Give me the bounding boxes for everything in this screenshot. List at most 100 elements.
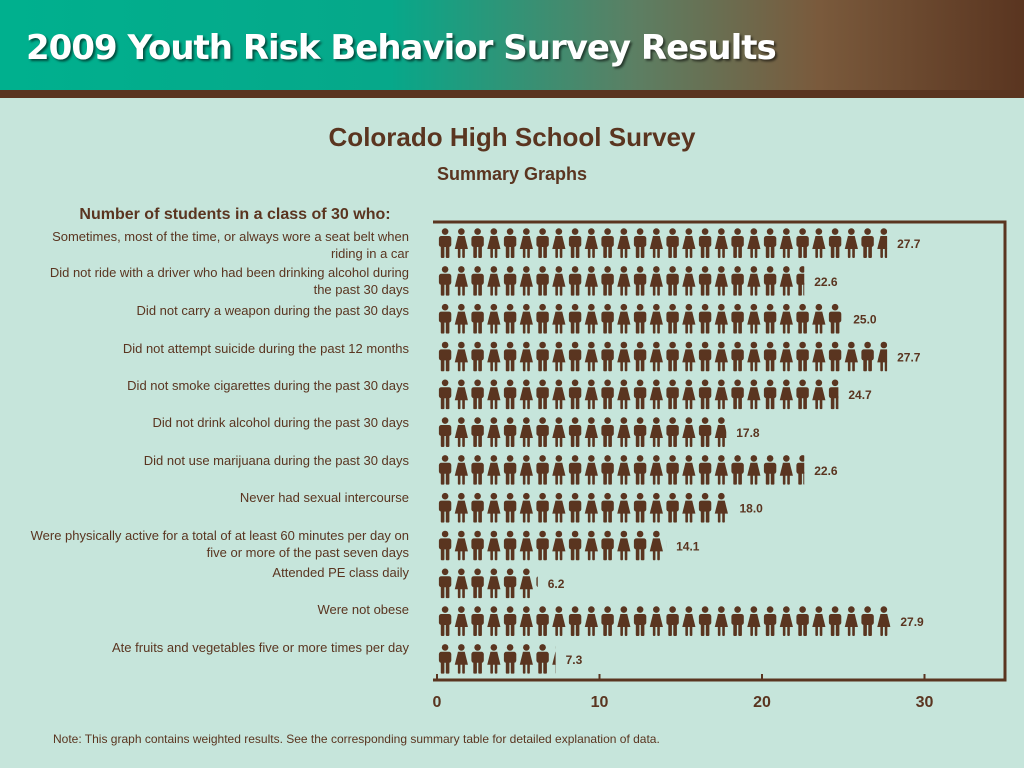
person-icon	[796, 303, 809, 334]
person-icon	[519, 379, 533, 410]
person-icon	[568, 492, 582, 523]
value-label: 22.6	[814, 464, 838, 478]
person-icon	[568, 606, 582, 636]
person-icon	[471, 266, 484, 296]
person-icon	[584, 379, 598, 410]
person-icon	[633, 417, 647, 447]
person-icon	[584, 266, 598, 296]
person-icon	[649, 341, 663, 372]
row-label-physically-active: Were physically active for a total of at…	[30, 528, 409, 560]
value-label: 14.1	[676, 539, 700, 553]
person-icon	[649, 228, 663, 258]
person-icon	[503, 644, 517, 674]
person-icon	[812, 228, 826, 258]
value-label: 27.7	[897, 350, 921, 364]
person-icon	[682, 266, 696, 296]
bar-row	[438, 530, 663, 561]
person-icon	[779, 379, 793, 410]
x-tick-label: 30	[916, 694, 934, 711]
person-icon	[747, 455, 761, 485]
person-icon	[568, 341, 582, 372]
person-icon	[714, 492, 728, 523]
person-icon	[519, 417, 533, 447]
person-icon	[552, 417, 566, 447]
person-icon	[536, 228, 549, 258]
person-icon	[568, 417, 582, 447]
person-icon	[731, 266, 744, 296]
person-icon	[779, 228, 793, 258]
bar-row	[438, 379, 839, 410]
person-icon	[568, 303, 582, 334]
person-icon	[519, 303, 533, 334]
person-icon	[438, 417, 452, 447]
person-icon	[584, 303, 598, 334]
person-icon	[519, 228, 533, 258]
person-icon	[438, 606, 452, 636]
person-icon	[698, 379, 712, 410]
person-icon	[714, 455, 728, 485]
person-icon	[698, 228, 712, 258]
person-icon	[584, 417, 598, 447]
person-icon	[487, 228, 501, 258]
bar-row	[438, 341, 888, 372]
title-banner: 2009 Youth Risk Behavior Survey Results	[0, 0, 1024, 90]
bar-row	[438, 303, 842, 334]
person-icon	[601, 379, 614, 410]
row-label-no-suicide-attempt: Did not attempt suicide during the past …	[122, 341, 409, 356]
person-icon	[552, 492, 566, 523]
person-icon	[828, 228, 842, 258]
person-icon	[568, 455, 582, 485]
person-icon	[454, 530, 468, 561]
person-icon	[617, 455, 631, 485]
row-label-seat-belt: Sometimes, most of the time, or always w…	[52, 229, 409, 261]
person-icon	[617, 530, 631, 561]
person-icon	[698, 455, 712, 485]
person-icon	[747, 228, 761, 258]
person-icon	[666, 379, 679, 410]
person-icon	[503, 341, 517, 372]
person-icon	[471, 568, 484, 599]
person-icon	[763, 341, 777, 372]
person-icon	[731, 228, 744, 258]
person-icon	[601, 530, 614, 561]
person-icon	[487, 568, 501, 599]
bar-row	[438, 568, 538, 599]
person-icon	[682, 492, 696, 523]
person-icon	[503, 530, 517, 561]
person-icon	[714, 417, 727, 447]
plot-frame	[433, 220, 1007, 682]
person-icon	[568, 379, 582, 410]
person-icon	[471, 530, 484, 561]
person-icon	[536, 266, 549, 296]
person-icon	[633, 303, 647, 334]
person-icon	[438, 530, 452, 561]
person-icon	[536, 341, 549, 372]
person-icon	[633, 606, 647, 636]
person-icon	[796, 455, 805, 485]
person-icon	[649, 379, 663, 410]
person-icon	[633, 530, 647, 561]
person-icon	[552, 228, 566, 258]
person-icon	[584, 492, 598, 523]
row-label-no-alcohol: Did not drink alcohol during the past 30…	[152, 415, 409, 430]
person-icon	[877, 228, 888, 258]
value-label: 18.0	[740, 502, 764, 516]
person-icon	[714, 266, 728, 296]
person-icon	[487, 455, 501, 485]
person-icon	[617, 379, 631, 410]
chart-question: Number of students in a class of 30 who:	[79, 206, 391, 223]
person-icon	[471, 606, 484, 636]
person-icon	[714, 228, 728, 258]
person-icon	[763, 379, 777, 410]
person-icon	[438, 341, 452, 372]
person-icon	[649, 266, 663, 296]
person-icon	[503, 568, 517, 599]
person-icon	[682, 379, 696, 410]
person-icon	[536, 644, 549, 674]
x-tick-label: 10	[591, 694, 609, 711]
row-label-no-sex: Never had sexual intercourse	[239, 490, 409, 505]
person-icon	[779, 341, 793, 372]
person-icon	[861, 341, 874, 372]
person-icon	[617, 228, 631, 258]
person-icon	[617, 492, 631, 523]
